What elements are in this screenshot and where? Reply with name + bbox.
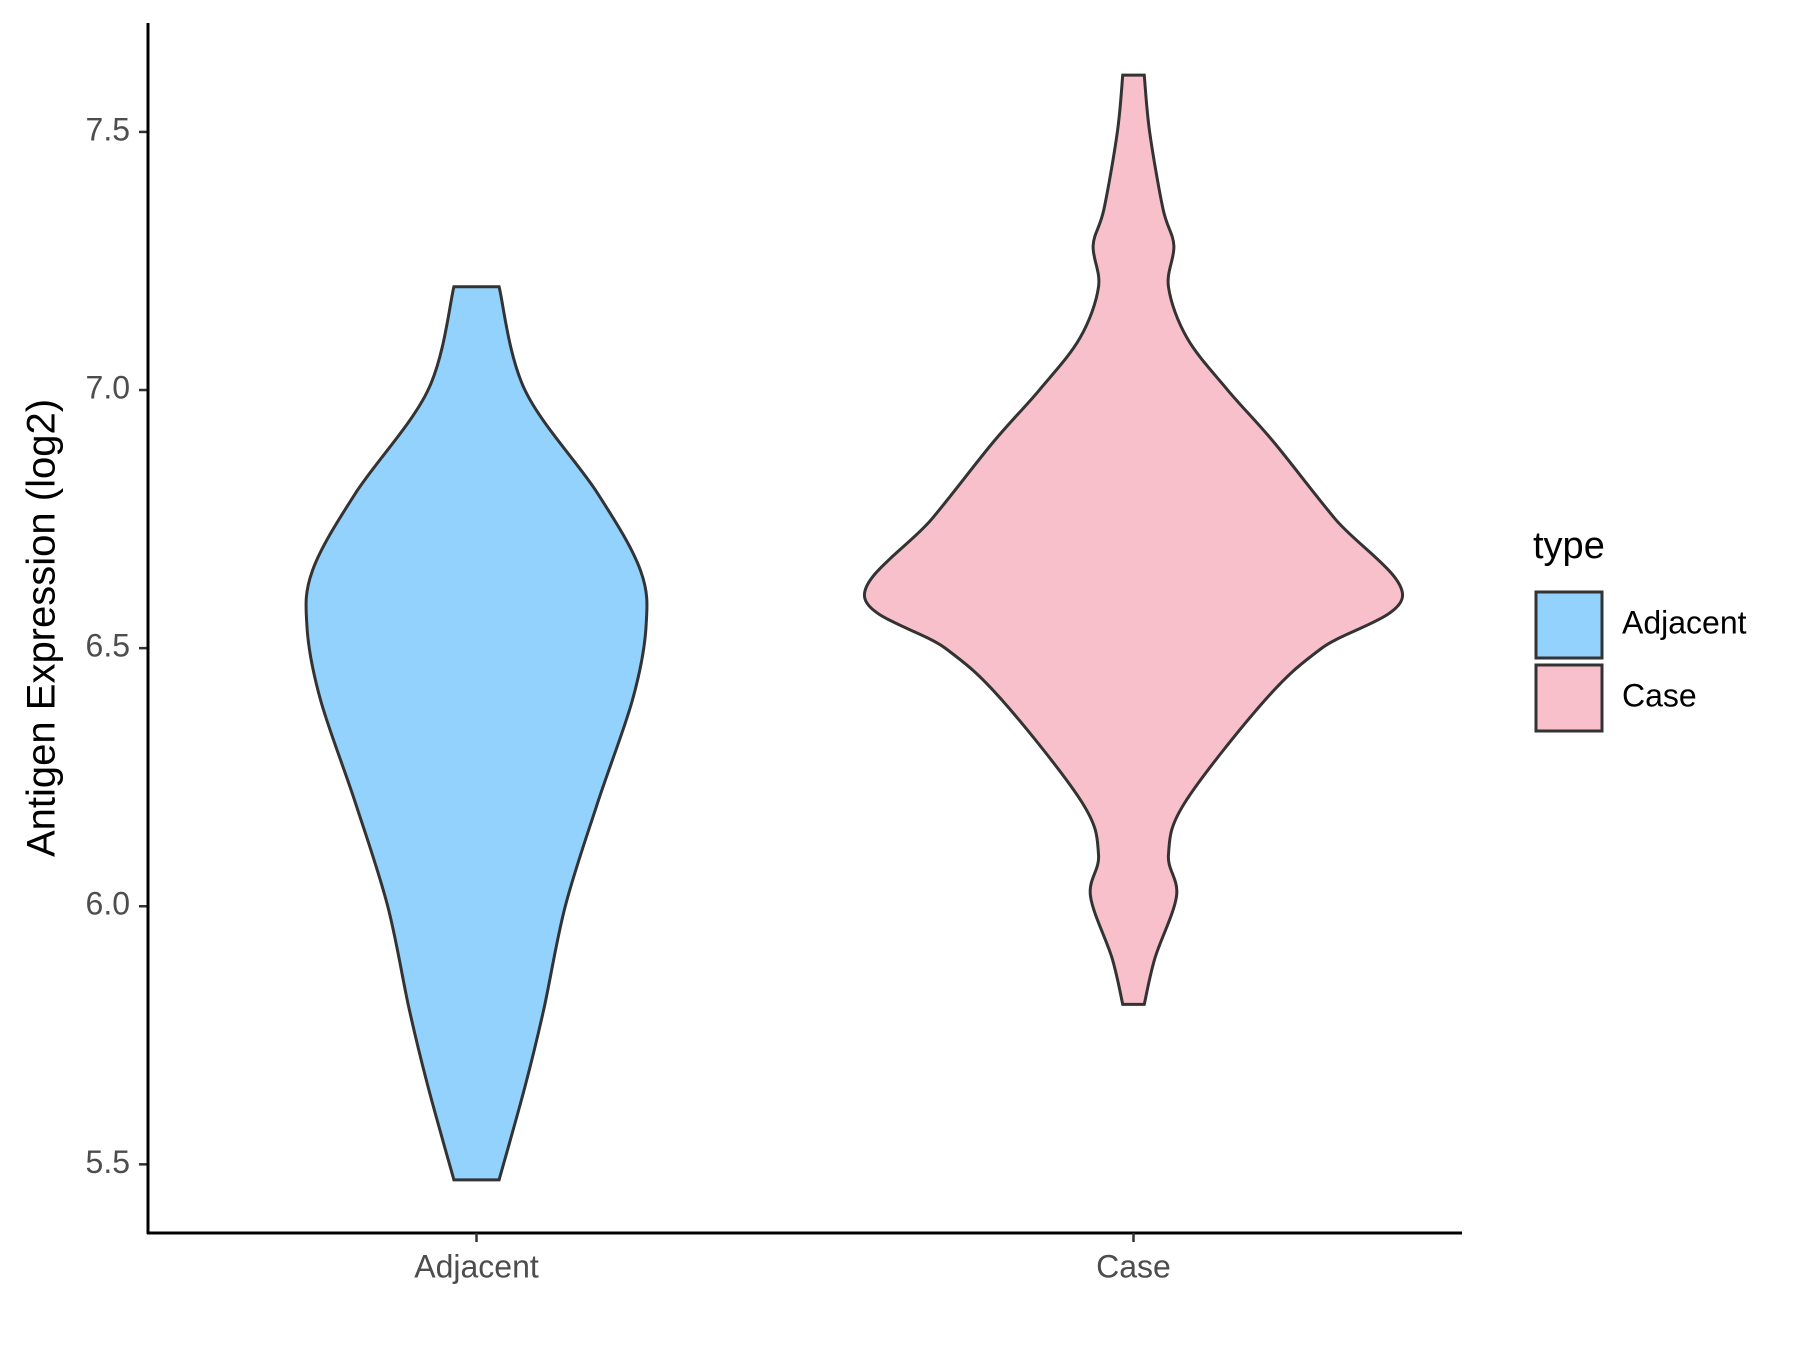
y-tick-label: 6.5 (86, 628, 130, 664)
y-axis-title: Antigen Expression (log2) (20, 399, 64, 857)
legend-title: type (1533, 525, 1605, 567)
violin (863, 73, 1404, 1006)
violin (304, 285, 649, 1182)
x-tick-label: Adjacent (414, 1248, 539, 1284)
x-tick-label: Case (1096, 1248, 1171, 1284)
y-tick-label: 5.5 (86, 1144, 130, 1180)
legend-key (1534, 590, 1604, 660)
legend-label: Case (1622, 677, 1697, 713)
legend-label: Adjacent (1622, 604, 1747, 640)
legend-key (1534, 663, 1604, 733)
y-tick-label: 7.5 (86, 111, 130, 147)
y-tick-label: 7.0 (86, 369, 130, 405)
y-tick-label: 6.0 (86, 886, 130, 922)
